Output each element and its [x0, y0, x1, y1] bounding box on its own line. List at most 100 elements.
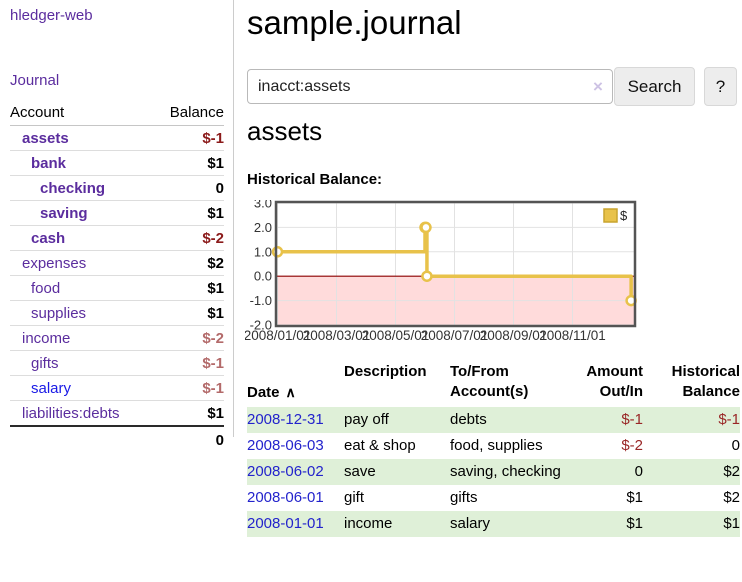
register-row: 2008-12-31 pay off debts $-1 $-1: [247, 407, 740, 433]
x-tick-label: 2008/07/01: [421, 328, 489, 343]
account-balance: 0: [153, 175, 224, 201]
account-row: expenses $2: [10, 250, 224, 276]
account-link[interactable]: salary: [31, 379, 72, 397]
register-amount: 0: [586, 459, 643, 485]
y-tick-label: 1.0: [254, 244, 272, 259]
legend-label: $: [620, 208, 628, 223]
x-tick-label: 2008/11/01: [539, 328, 606, 343]
register-date-link[interactable]: 2008-06-03: [247, 437, 324, 454]
account-row: saving $1: [10, 200, 224, 226]
register-balance: $2: [643, 459, 740, 485]
register-date-link[interactable]: 2008-06-01: [247, 489, 324, 506]
register-header-description: Description: [344, 363, 427, 380]
register-table: Date ∧ Description To/From Account(s) Amo…: [247, 360, 740, 537]
y-tick-label: 3.0: [254, 200, 272, 211]
data-point: [271, 246, 284, 258]
account-link[interactable]: checking: [40, 179, 106, 197]
account-balance: $-1: [153, 375, 224, 401]
chart-canvas: $3.0 2.0 1.0 0.0 -1.0 -2.02008/01/012008/03/0…: [244, 196, 637, 343]
sidebar-item-journal[interactable]: Journal: [10, 72, 60, 89]
account-row: liabilities:debts $1: [10, 401, 224, 427]
plot-border: [274, 200, 637, 328]
account-heading: assets: [247, 116, 323, 146]
accounts-table-body: assets $-1 bank $1 checking 0 saving $1 cash $-2 e…: [10, 125, 224, 427]
account-row: salary $-1: [10, 375, 224, 401]
sort-ascending-icon: ∧: [285, 384, 296, 400]
register-table-body: 2008-12-31 pay off debts $-1 $-1 2008-06-03 ea…: [247, 407, 740, 537]
account-link[interactable]: cash: [31, 229, 66, 247]
account-link[interactable]: gifts: [31, 354, 59, 372]
account-balance: $1: [153, 275, 224, 301]
account-balance: $-1: [153, 350, 224, 376]
register-description: save: [344, 459, 450, 485]
register-accounts: debts: [450, 407, 586, 433]
y-tick-label: -2.0: [250, 318, 272, 333]
register-date: 2008-01-01: [247, 511, 344, 537]
search-button[interactable]: Search: [614, 67, 695, 106]
sidebar: hledger-web Journal Account Balance asse…: [0, 0, 234, 453]
account-link[interactable]: expenses: [22, 254, 87, 272]
account-link[interactable]: food: [31, 279, 61, 297]
accounts-header-balance: Balance: [153, 100, 224, 126]
register-amount: $1: [626, 489, 643, 506]
x-tick-label: 2008/05/01: [362, 328, 430, 343]
help-button[interactable]: ?: [704, 67, 737, 106]
register-row: 2008-06-02 save saving, checking 0 $2: [247, 459, 740, 485]
register-date: 2008-06-01: [247, 485, 344, 511]
data-point: [421, 270, 433, 282]
account-balance: $2: [153, 250, 224, 276]
register-accounts: saving, checking: [450, 459, 586, 485]
account-row: assets $-1: [10, 125, 224, 151]
y-tick-label: -1.0: [250, 293, 272, 308]
page-title: sample.journal: [247, 4, 462, 41]
register-header-date[interactable]: Date ∧: [247, 360, 344, 407]
y-tick-label: 2.0: [254, 220, 272, 235]
register-header-amount: Amount Out/In: [586, 363, 643, 400]
search-input[interactable]: [247, 69, 613, 104]
account-balance: $1: [207, 404, 224, 422]
accounts-total-row: 0: [10, 425, 224, 453]
register-accounts: gifts: [450, 489, 478, 506]
clear-search-icon[interactable]: ×: [593, 77, 603, 96]
accounts-total-spacer: [10, 425, 154, 453]
register-date: 2008-06-02: [247, 459, 344, 485]
register-header-balance: Historical Balance: [671, 363, 740, 400]
register-accounts: salary: [450, 511, 586, 537]
account-link[interactable]: saving: [40, 204, 88, 222]
x-tick-label: 2008/09/01: [480, 328, 548, 343]
account-link[interactable]: income: [22, 329, 71, 347]
register-date-link[interactable]: 2008-01-01: [247, 515, 324, 532]
register-header-row: Date ∧ Description To/From Account(s) Amo…: [247, 360, 740, 407]
register-balance: $-1: [643, 407, 740, 433]
data-point: [420, 221, 432, 234]
account-row: food $1: [10, 275, 224, 301]
register-description: eat & shop: [344, 437, 416, 454]
account-balance: $-2: [153, 325, 224, 351]
register-balance: $1: [643, 511, 740, 537]
account-link[interactable]: supplies: [31, 304, 87, 322]
register-header-date-label: Date: [247, 384, 280, 401]
brand-link[interactable]: hledger-web: [10, 7, 93, 24]
register-date-link[interactable]: 2008-06-02: [247, 463, 324, 480]
x-tick-label: 2008/01/01: [245, 328, 311, 343]
account-row: bank $1: [10, 150, 224, 176]
register-row: 2008-01-01 income salary $1 $1: [247, 511, 740, 537]
register-balance: $2: [723, 489, 740, 506]
accounts-header-account: Account: [10, 100, 154, 126]
account-balance: $-1: [153, 125, 224, 151]
register-date: 2008-06-03: [247, 433, 344, 459]
account-balance: $1: [153, 300, 224, 326]
account-balance: $1: [153, 200, 224, 226]
account-link[interactable]: liabilities:debts: [22, 404, 120, 422]
account-link[interactable]: bank: [31, 154, 67, 172]
account-row: income $-2: [10, 325, 224, 351]
register-date-link[interactable]: 2008-12-31: [247, 411, 324, 428]
register-row: 2008-06-01 gift gifts $1 $2: [247, 485, 740, 511]
account-link[interactable]: assets: [22, 129, 69, 147]
account-row: gifts $-1: [10, 350, 224, 376]
chart-title: Historical Balance:: [247, 171, 383, 188]
y-tick-label: 0.0: [254, 269, 272, 284]
account-balance: $1: [153, 150, 224, 176]
register-date: 2008-12-31: [247, 407, 344, 433]
register-row: 2008-06-03 eat & shop food, supplies $-2 0: [247, 433, 740, 459]
